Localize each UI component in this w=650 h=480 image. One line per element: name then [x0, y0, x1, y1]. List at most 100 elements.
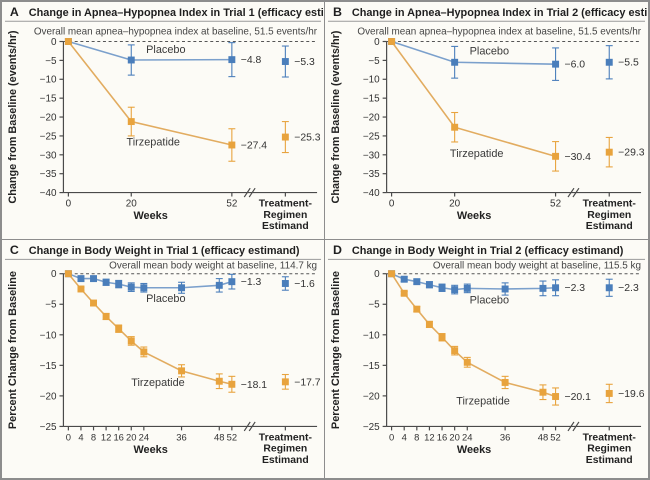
value-label-week52-tirzepatide: −30.4 — [565, 152, 592, 163]
estimand-axis-label: Estimand — [262, 455, 309, 466]
series-name-label-tirzepatide: Tirzepatide — [131, 377, 184, 389]
x-tick-label: 0 — [66, 431, 71, 442]
y-tick-label: −20 — [40, 391, 57, 402]
series-name-label-tirzepatide: Tirzepatide — [127, 137, 180, 149]
data-marker — [127, 283, 135, 291]
y-axis-title: Change from Baseline (events/hr) — [330, 30, 342, 203]
value-label-estimand-tirzepatide: −17.7 — [294, 377, 321, 388]
value-label-week52-placebo: −6.0 — [565, 60, 586, 71]
estimand-axis-label: Regimen — [263, 210, 307, 221]
estimand-axis-label: Treatment- — [259, 432, 313, 443]
estimand-axis-label: Regimen — [587, 210, 631, 221]
data-marker — [501, 378, 509, 386]
panel-title: Change in Apnea–Hypopnea Index in Trial … — [29, 7, 324, 19]
estimand-axis-label: Estimand — [262, 221, 309, 232]
data-marker — [539, 284, 547, 292]
value-label-estimand-placebo: −5.3 — [294, 57, 315, 68]
x-tick-label: 8 — [414, 431, 419, 442]
y-tick-label: −10 — [40, 330, 57, 341]
data-marker — [400, 275, 408, 283]
data-marker — [281, 280, 289, 287]
chart-apnea-hypopnea-trial-2: B Change in Apnea–Hypopnea Index in Trial… — [327, 5, 648, 232]
chart-apnea-hypopnea-trial-1: A Change in Apnea–Hypopnea Index in Trial… — [4, 5, 324, 232]
data-marker — [115, 280, 123, 288]
y-tick-label: −35 — [40, 169, 57, 180]
data-marker — [281, 378, 289, 386]
axis-break-icon — [567, 187, 575, 198]
chart-body-weight-trial-2: D Change in Body Weight in Trial 2 (effic… — [327, 243, 646, 466]
x-tick-label: 16 — [113, 431, 123, 442]
x-tick-label: 0 — [389, 431, 394, 442]
y-tick-label: 0 — [51, 37, 57, 48]
data-marker — [102, 313, 110, 320]
y-tick-label: −30 — [40, 150, 57, 161]
y-axis-title: Percent Change from Baseline — [7, 271, 19, 429]
x-tick-label: 52 — [226, 198, 237, 209]
x-tick-label: 48 — [214, 431, 224, 442]
data-marker — [90, 299, 97, 307]
data-marker — [451, 123, 459, 131]
data-marker — [178, 367, 186, 375]
x-tick-label: 52 — [550, 431, 560, 442]
x-axis-title: Weeks — [133, 210, 167, 222]
data-marker — [413, 278, 421, 286]
y-tick-label: −40 — [363, 188, 380, 199]
baseline-note: Overall mean body weight at baseline, 11… — [433, 261, 641, 272]
x-tick-label: 12 — [424, 431, 434, 442]
x-tick-label: 24 — [462, 431, 472, 442]
y-axis-title: Change from Baseline (events/hr) — [7, 30, 19, 204]
series-line-placebo — [391, 272, 556, 291]
series-line-tirzepatide — [390, 41, 556, 158]
y-tick-label: 0 — [374, 37, 380, 48]
data-marker — [451, 286, 459, 294]
x-tick-label: 20 — [126, 431, 136, 442]
data-marker — [463, 358, 471, 366]
estimand-axis-label: Estimand — [586, 221, 633, 232]
estimand-axis-label: Treatment- — [583, 198, 637, 209]
y-tick-label: −25 — [40, 131, 57, 142]
value-label-estimand-placebo: −1.6 — [294, 279, 315, 290]
data-marker — [388, 38, 396, 45]
data-marker — [425, 320, 433, 328]
x-tick-label: 8 — [91, 431, 96, 442]
y-tick-label: −40 — [40, 188, 57, 199]
panel-letter: A — [10, 5, 19, 19]
axis-break-icon — [243, 421, 251, 432]
panel-B: B Change in Apnea–Hypopnea Index in Trial… — [325, 2, 648, 240]
data-marker — [215, 281, 223, 289]
y-tick-label: −15 — [363, 94, 380, 105]
series-name-label-placebo: Placebo — [470, 295, 509, 307]
data-marker — [539, 388, 547, 396]
data-marker — [552, 284, 560, 292]
y-tick-label: −20 — [40, 113, 57, 124]
data-marker — [140, 348, 148, 356]
data-marker — [605, 284, 613, 292]
data-marker — [127, 118, 135, 126]
x-tick-label: 36 — [176, 431, 186, 442]
x-axis-title: Weeks — [457, 210, 491, 222]
x-axis-title: Weeks — [457, 444, 491, 456]
panel-C: C Change in Body Weight in Trial 1 (effic… — [2, 240, 325, 478]
x-tick-label: 16 — [437, 431, 447, 442]
value-label-week52-tirzepatide: −20.1 — [565, 392, 592, 403]
series-name-label-tirzepatide: Tirzepatide — [456, 395, 510, 407]
y-tick-label: −10 — [40, 75, 57, 86]
y-tick-label: −15 — [40, 94, 57, 105]
axis-break-icon — [572, 187, 580, 198]
series-name-label-placebo: Placebo — [146, 293, 185, 305]
data-marker — [77, 275, 85, 283]
data-marker — [400, 289, 408, 297]
x-tick-label: 52 — [550, 198, 561, 209]
y-tick-label: −5 — [45, 56, 57, 67]
data-marker — [438, 284, 446, 292]
y-axis-title: Percent Change from Baseline — [330, 271, 342, 429]
y-tick-label: −35 — [363, 169, 380, 180]
chart-body-weight-trial-1: C Change in Body Weight in Trial 1 (effic… — [4, 243, 322, 466]
value-label-estimand-tirzepatide: −19.6 — [618, 389, 645, 400]
panel-title: Change in Body Weight in Trial 1 (effica… — [29, 245, 300, 257]
data-marker — [140, 284, 148, 292]
y-tick-label: 0 — [374, 269, 380, 280]
y-tick-label: −20 — [363, 391, 380, 402]
data-marker — [451, 58, 459, 66]
x-tick-label: 52 — [227, 431, 237, 442]
